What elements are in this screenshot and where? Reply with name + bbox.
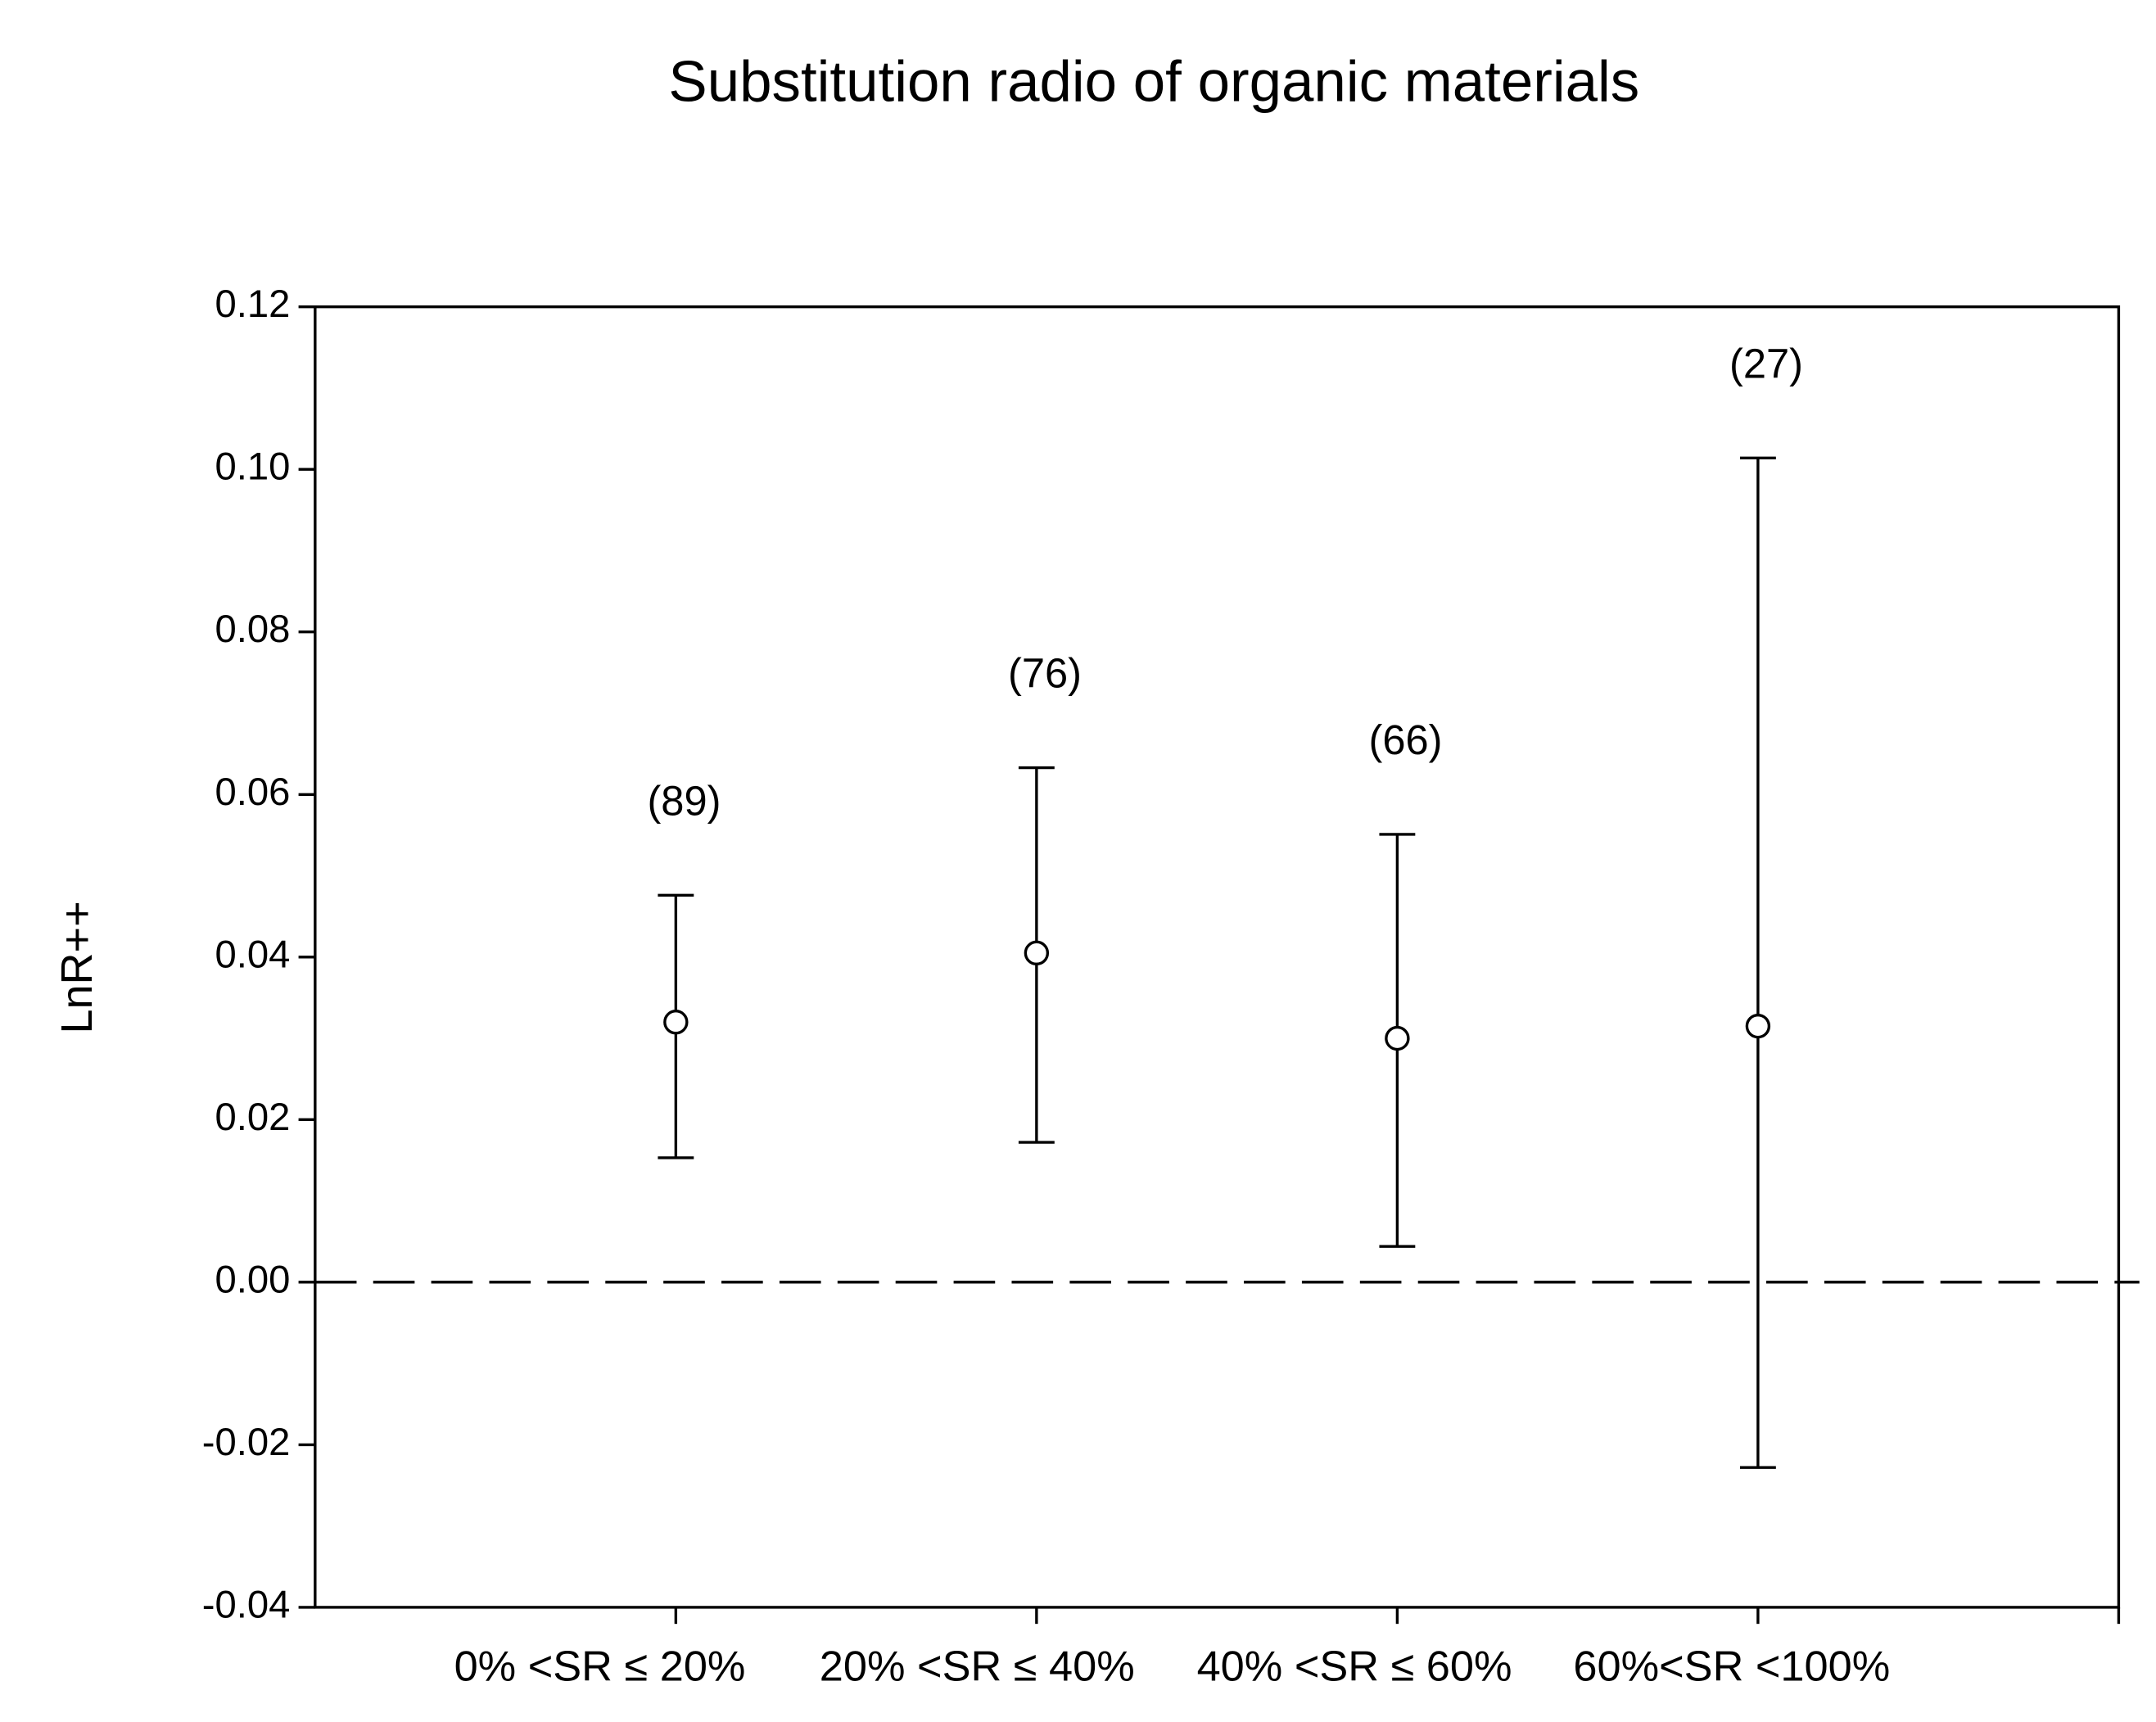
y-axis-label: LnR++ <box>52 901 102 1033</box>
point <box>1024 940 1050 966</box>
y-tick-label: -0.04 <box>202 1583 291 1626</box>
y-tick-label: 0.10 <box>215 445 290 489</box>
annotation: (66) <box>1368 716 1442 763</box>
point <box>1745 1013 1771 1039</box>
x-tick-label: 40% <SR ≤ 60% <box>1197 1643 1512 1691</box>
chart-title: Substitution radio of organic materials <box>668 49 1639 114</box>
y-tick-label: 0.02 <box>215 1096 290 1139</box>
y-tick-label: 0.00 <box>215 1258 290 1301</box>
y-tick-label: 0.04 <box>215 933 290 976</box>
x-tick-label: 0% <SR ≤ 20% <box>454 1643 746 1691</box>
annotation: (89) <box>647 777 721 824</box>
y-tick-label: -0.02 <box>202 1421 291 1464</box>
x-tick-label: 60%<SR <100% <box>1573 1643 1890 1691</box>
x-tick-label: 20% <SR ≤ 40% <box>820 1643 1135 1691</box>
annotation: (27) <box>1729 340 1803 386</box>
y-tick-label: 0.08 <box>215 608 290 651</box>
point <box>663 1010 689 1035</box>
y-tick-label: 0.12 <box>215 282 290 326</box>
point <box>1385 1025 1410 1051</box>
y-tick-label: 0.06 <box>215 771 290 814</box>
annotation: (76) <box>1008 649 1082 696</box>
